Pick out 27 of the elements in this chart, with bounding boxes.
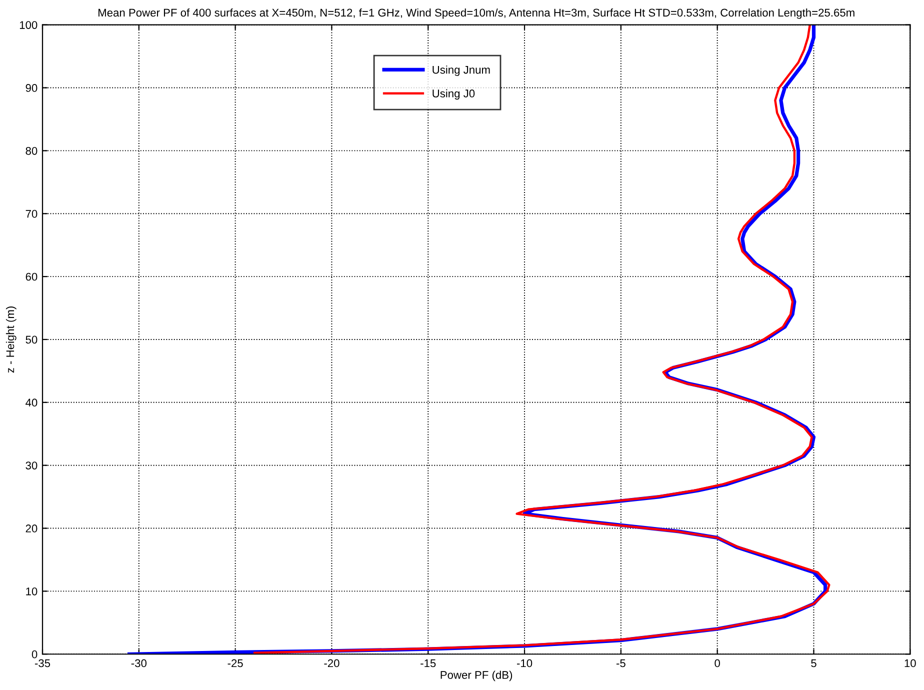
x-tick-label: -30 [131, 659, 147, 668]
chart-title: Mean Power PF of 400 surfaces at X=450m, N=512, f=1 GHz, Wind Speed=10m/s, Antenna Ht=3m, Surface Ht STD=0.533m, Correlation Length=25.65m [98, 8, 854, 19]
x-tick-label: -20 [324, 659, 340, 668]
y-axis-title: z - Height (m) [6, 306, 16, 373]
x-tick-label: -15 [420, 659, 436, 668]
legend-label: Using J0 [432, 89, 475, 100]
y-tick-label: 80 [26, 146, 38, 155]
y-tick-label: 70 [26, 210, 38, 218]
x-tick-label: -35 [34, 659, 50, 668]
y-tick-label: 90 [26, 84, 38, 92]
x-tick-label: -25 [228, 659, 243, 668]
y-tick-label: 50 [26, 336, 38, 344]
y-tick-label: 60 [26, 272, 38, 281]
x-tick-label: 0 [714, 659, 720, 668]
y-tick-label: 40 [26, 398, 38, 407]
x-tick-label: -5 [616, 659, 626, 668]
y-tick-label: 20 [26, 524, 38, 532]
x-axis-title: Power PF (dB) [440, 670, 512, 682]
legend-label: Using Jnum [432, 66, 490, 76]
x-tick-label: 10 [904, 659, 916, 668]
y-tick-label: 10 [26, 587, 38, 596]
y-tick-label: 100 [20, 21, 38, 29]
y-tick-label: 0 [32, 650, 38, 658]
y-tick-label: 30 [26, 462, 38, 470]
x-tick-label: 5 [811, 659, 816, 668]
x-tick-label: -10 [516, 659, 532, 668]
line-series [253, 24, 830, 654]
